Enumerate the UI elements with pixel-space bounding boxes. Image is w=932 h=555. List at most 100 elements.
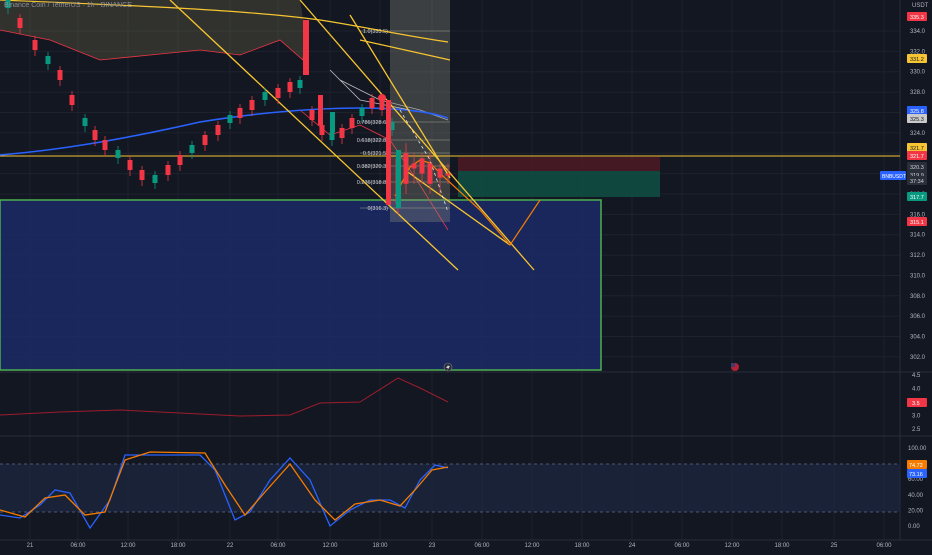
stoch-band [0, 464, 900, 512]
candle-body [237, 108, 243, 118]
candle-body [389, 122, 395, 130]
time-tick: 06:00 [270, 543, 286, 549]
candle-body [403, 153, 409, 184]
time-tick: 18:00 [574, 543, 590, 549]
candle-body [411, 163, 417, 169]
time-tick: 06:00 [474, 543, 490, 549]
candle-body [152, 175, 158, 183]
stoch-d-line [0, 451, 449, 521]
stoch-badge-label: 74.72 [909, 463, 923, 469]
stoch-tick: 40.00 [908, 493, 924, 499]
symbol-tag [880, 171, 906, 180]
price-badge [907, 143, 927, 152]
time-tick: 06:00 [70, 543, 86, 549]
candle-body [202, 135, 208, 145]
price-badge [907, 114, 927, 123]
trendline [169, 0, 459, 271]
time-tick: 12:00 [322, 543, 338, 549]
fib-level-label: 1.0(333.5) [363, 29, 388, 35]
time-tick: 18:00 [170, 543, 186, 549]
time-tick: 12:00 [120, 543, 136, 549]
time-tick: 12:00 [524, 543, 540, 549]
time-tick: 06:00 [876, 543, 892, 549]
lightning-icon [443, 362, 453, 372]
candle-body [227, 115, 233, 123]
candle-body [379, 100, 385, 110]
fib-level-label: 0.786(328.6) [357, 120, 388, 126]
demand-zone [0, 199, 602, 371]
stoch-tick: 100.00 [908, 446, 927, 452]
stoch-tick: 0.00 [908, 524, 920, 530]
stoch-badge [907, 460, 927, 469]
price-badge-label: 315.1 [910, 220, 924, 226]
price-tick: 324.0 [910, 131, 926, 137]
price-tick: 330.0 [910, 70, 926, 76]
candle-body [215, 125, 221, 135]
candle-body [359, 108, 365, 116]
candle-body [102, 140, 108, 150]
indicator-tick: 2.5 [912, 427, 921, 433]
price-tick: 304.0 [910, 335, 926, 341]
candle-body [275, 88, 281, 98]
symbol-header: Binance Coin / TetherUS · 1h · BINANCE [4, 2, 132, 9]
candle-body [369, 98, 375, 108]
candle-body [165, 165, 171, 175]
price-tick: 334.0 [910, 29, 926, 35]
price-badge [907, 54, 927, 63]
us-flag-icon [731, 363, 739, 371]
price-tick: 316.0 [910, 212, 926, 218]
price-badge-label: 321.7 [910, 146, 924, 152]
price-badge [907, 217, 927, 226]
candle-body [319, 125, 325, 135]
time-tick: 25 [831, 543, 838, 549]
candle-body [318, 95, 323, 125]
price-tick: 302.0 [910, 355, 926, 361]
price-badge [907, 106, 927, 115]
price-badge-label: 325.8 [910, 109, 924, 115]
moving-average-yellow-line [0, 0, 449, 43]
candle-body [437, 168, 443, 178]
price-badge [907, 162, 927, 171]
bollinger-lower-line [299, 109, 449, 231]
indicator-tick: 4.5 [912, 373, 921, 379]
trendline [299, 0, 535, 271]
time-tick: 18:00 [774, 543, 790, 549]
lower-indicator-line [0, 377, 449, 417]
candle-body [262, 92, 268, 100]
indicator-tick: 4.0 [912, 387, 921, 393]
price-tick: 308.0 [910, 294, 926, 300]
candle-body [419, 158, 425, 174]
take-profit-zone [458, 171, 660, 197]
time-tick: 24 [629, 543, 636, 549]
stoch-k-line [0, 454, 449, 530]
price-line-grey [329, 69, 411, 111]
candle-body [32, 40, 38, 50]
price-badge [907, 176, 927, 185]
candle-body [339, 128, 345, 138]
candle-body [92, 130, 98, 140]
candle-body [139, 170, 145, 180]
candle-body [82, 118, 88, 126]
candle-body [17, 18, 23, 28]
candle-body [69, 95, 75, 105]
candle-body [349, 118, 355, 128]
time-tick: 21 [27, 543, 34, 549]
time-tick: 23 [429, 543, 436, 549]
candle-body [287, 82, 293, 92]
symbol-tag-label: BNBUSDT [882, 174, 906, 180]
candle-body [396, 150, 401, 208]
fib-level-label: 0.382(320.3) [357, 164, 388, 170]
price-tick: 312.0 [910, 253, 926, 259]
price-badge-label: 37:34 [910, 179, 924, 185]
dashed-projection [399, 109, 449, 213]
candle-body [445, 173, 451, 176]
price-tick: 314.0 [910, 233, 926, 239]
trendline [359, 39, 451, 61]
price-badge-label: 320.3 [910, 165, 924, 171]
stop-loss-zone [458, 157, 660, 171]
indicator-badge [907, 398, 927, 407]
bollinger-lower-line [0, 29, 306, 61]
candle-body [5, 0, 11, 8]
